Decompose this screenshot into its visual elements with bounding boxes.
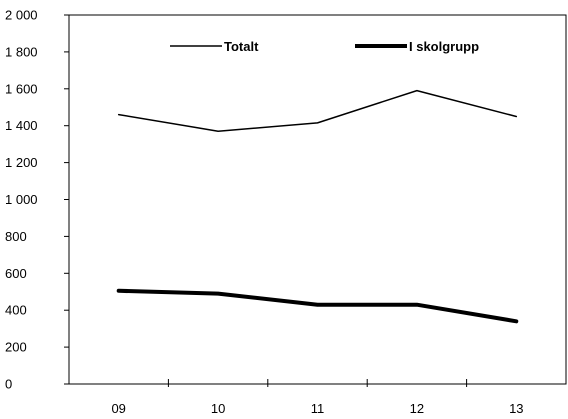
- y-tick-label: 1 800: [5, 44, 38, 59]
- legend: Totalt I skolgrupp: [170, 39, 479, 54]
- x-tick-label: 10: [211, 401, 225, 416]
- y-tick-label: 1 600: [5, 81, 38, 96]
- y-tick-label: 800: [5, 229, 27, 244]
- legend-label-totalt: Totalt: [224, 39, 259, 54]
- legend-item-i-skolgrupp: I skolgrupp: [355, 39, 479, 54]
- plot-frame: [68, 14, 567, 385]
- legend-label-i-skolgrupp: I skolgrupp: [409, 39, 479, 54]
- y-tick-label: 1 200: [5, 155, 38, 170]
- y-tick-label: 600: [5, 266, 27, 281]
- x-tick-label: 09: [111, 401, 125, 416]
- y-tick-label: 400: [5, 303, 27, 318]
- series-line-totalt: [117, 89, 518, 132]
- legend-item-totalt: Totalt: [170, 39, 259, 54]
- x-axis: 09 10 11 12 13: [111, 379, 524, 416]
- series-line-i-skolgrupp: [116, 288, 519, 324]
- y-axis: 0 200 400 600 800 1 000 1 200 1 400 1 600 1 800 2 …: [5, 8, 69, 392]
- y-tick-label: 1 400: [5, 118, 38, 133]
- y-tick-label: 2 000: [5, 8, 38, 23]
- x-tick-label: 11: [311, 401, 325, 416]
- y-tick-label: 1 000: [5, 192, 38, 207]
- series-lines: [116, 89, 519, 324]
- y-tick-label: 0: [5, 377, 12, 392]
- y-tick-label: 200: [5, 340, 27, 355]
- x-tick-label: 13: [509, 401, 523, 416]
- x-tick-label: 12: [410, 401, 424, 416]
